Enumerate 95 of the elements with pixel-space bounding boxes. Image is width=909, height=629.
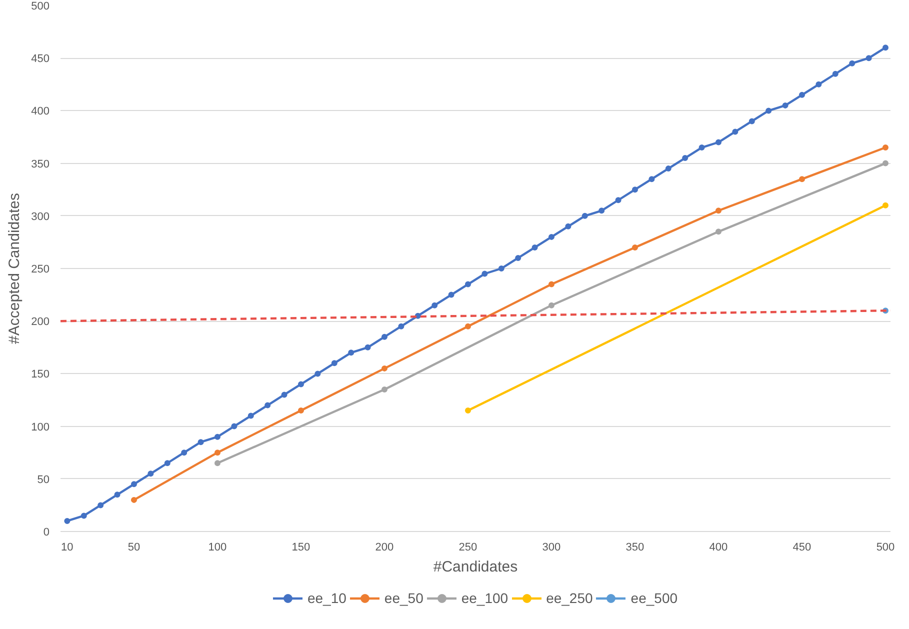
legend-label: ee_100 xyxy=(461,590,508,606)
point xyxy=(498,266,504,272)
point xyxy=(482,270,488,277)
point xyxy=(248,412,254,419)
point xyxy=(464,408,471,414)
point xyxy=(632,244,638,250)
point xyxy=(715,208,722,214)
point xyxy=(298,381,304,388)
point xyxy=(432,302,438,308)
y-tick-label: 500 xyxy=(31,0,50,12)
x-tick-label: 10 xyxy=(61,542,74,554)
y-tick-label: 300 xyxy=(31,210,50,223)
point xyxy=(381,386,388,392)
point xyxy=(548,281,554,288)
point xyxy=(448,292,454,298)
point xyxy=(798,92,805,98)
point xyxy=(398,323,404,330)
x-tick-label: 450 xyxy=(792,542,812,554)
point xyxy=(766,108,772,114)
point xyxy=(548,302,554,308)
legend-label: ee_10 xyxy=(307,590,346,606)
point xyxy=(515,254,522,261)
point xyxy=(565,223,572,230)
point xyxy=(648,176,655,182)
point xyxy=(130,481,137,488)
y-axis-title: #Accepted Candidates xyxy=(6,193,24,344)
point xyxy=(882,202,888,208)
x-tick-label: 200 xyxy=(375,542,394,554)
point xyxy=(164,460,170,466)
legend-label: ee_250 xyxy=(546,590,593,606)
point xyxy=(698,144,705,151)
point xyxy=(665,166,672,172)
point xyxy=(798,176,805,182)
point xyxy=(532,244,538,250)
y-tick-label: 100 xyxy=(31,421,50,434)
x-tick-label: 500 xyxy=(876,542,895,554)
point xyxy=(682,155,688,162)
point xyxy=(264,402,271,408)
point xyxy=(598,208,605,214)
y-tick-label: 400 xyxy=(31,106,50,118)
point xyxy=(198,439,204,446)
point xyxy=(298,408,304,414)
point xyxy=(849,60,856,66)
legend-label: ee_500 xyxy=(630,590,678,606)
x-axis-title: #Candidates xyxy=(433,558,518,576)
point xyxy=(882,44,888,51)
point xyxy=(816,81,822,88)
point xyxy=(80,512,87,519)
point xyxy=(381,365,388,372)
point xyxy=(364,344,371,350)
point xyxy=(582,212,588,219)
point xyxy=(64,518,70,524)
point xyxy=(832,70,838,77)
y-tick-label: 250 xyxy=(31,264,50,276)
point xyxy=(148,470,154,477)
point xyxy=(281,392,288,398)
point xyxy=(214,450,220,456)
y-tick-label: 150 xyxy=(31,368,50,381)
x-tick-label: 150 xyxy=(292,542,310,554)
x-tick-label: 400 xyxy=(709,542,728,554)
point xyxy=(732,128,738,135)
point xyxy=(214,434,220,440)
point xyxy=(331,360,338,366)
point xyxy=(782,102,788,108)
point xyxy=(882,160,888,166)
point xyxy=(464,323,471,330)
y-tick-label: 200 xyxy=(31,316,50,328)
point xyxy=(114,492,120,498)
y-tick-label: 350 xyxy=(31,158,50,170)
y-tick-label: 0 xyxy=(43,526,50,538)
point xyxy=(130,496,137,503)
x-tick-label: 100 xyxy=(208,542,227,554)
x-tick-label: 350 xyxy=(626,542,644,554)
point xyxy=(882,144,888,151)
point xyxy=(548,234,554,240)
x-tick-label: 300 xyxy=(542,542,561,554)
x-tick-label: 50 xyxy=(128,542,140,554)
point xyxy=(231,423,238,430)
point xyxy=(464,281,471,288)
x-tick-label: 250 xyxy=(458,542,478,554)
y-tick-label: 50 xyxy=(37,474,50,486)
point xyxy=(632,186,638,193)
point xyxy=(615,197,622,204)
point xyxy=(866,55,872,62)
point xyxy=(715,139,722,146)
point xyxy=(181,450,188,456)
legend-label: ee_50 xyxy=(384,590,424,606)
point xyxy=(214,460,220,466)
point xyxy=(381,334,388,340)
point xyxy=(314,370,321,377)
point xyxy=(348,350,354,356)
y-tick-label: 450 xyxy=(31,53,50,66)
point xyxy=(98,502,104,508)
point xyxy=(715,228,722,235)
point xyxy=(748,118,755,124)
